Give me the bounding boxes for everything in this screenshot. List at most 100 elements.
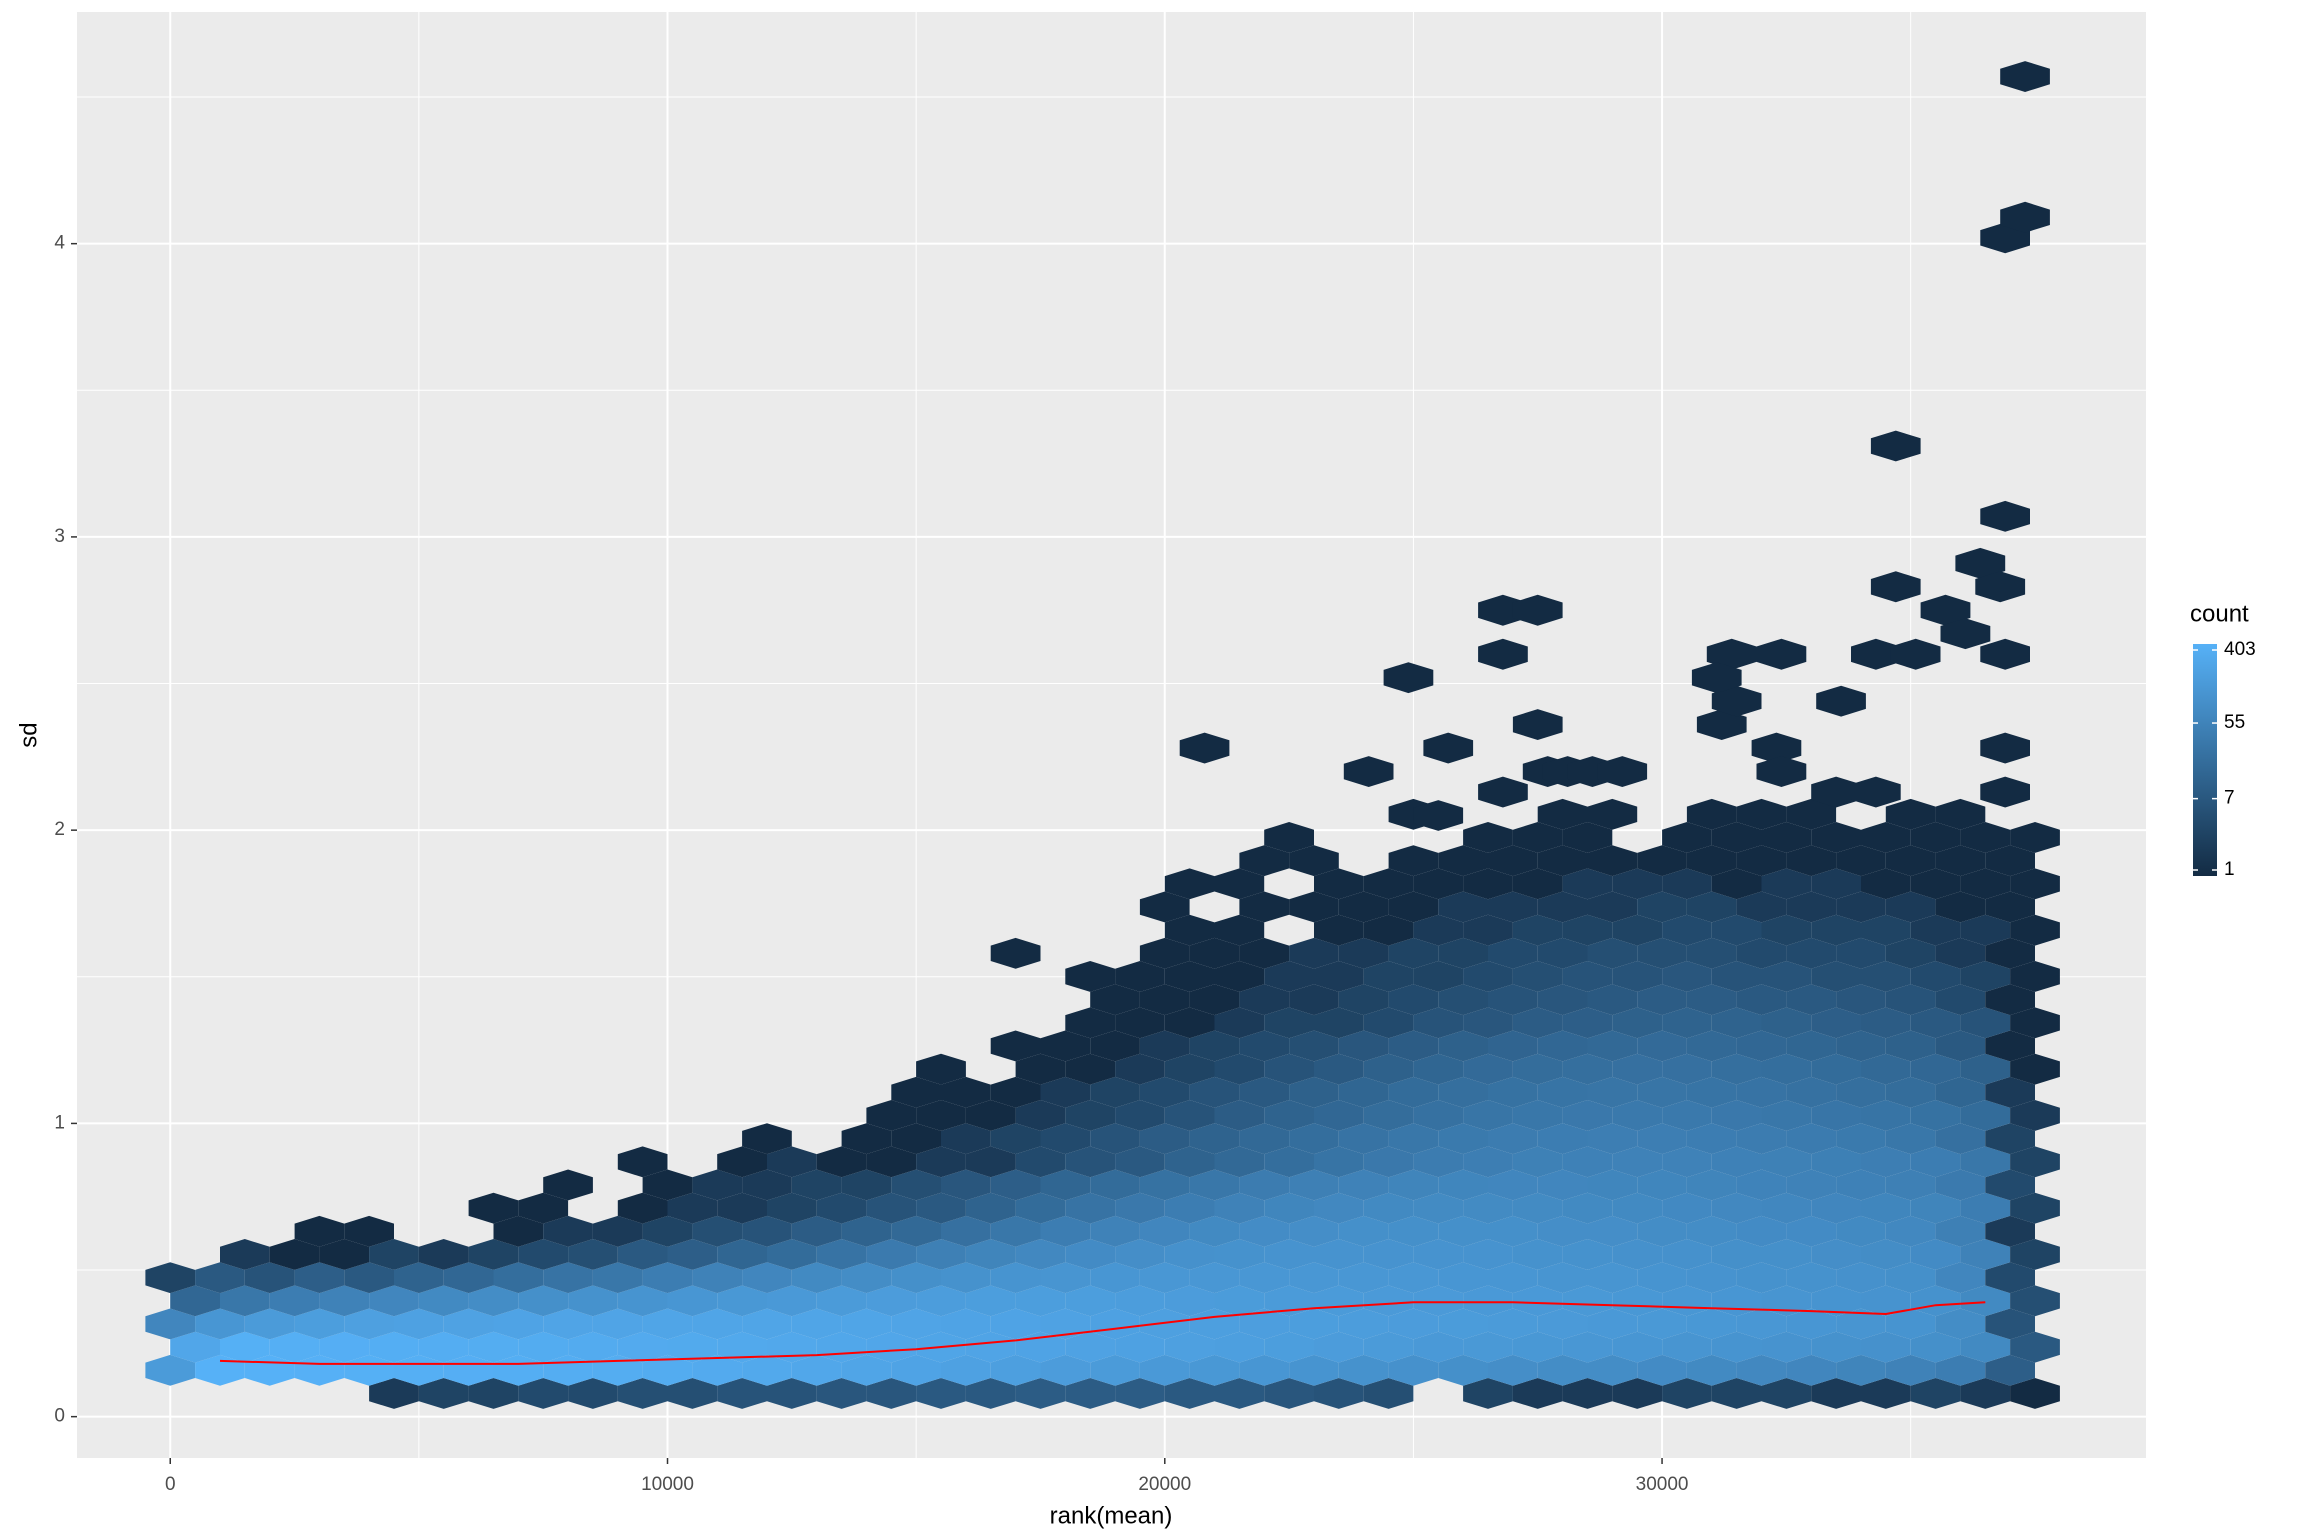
hex-bin [1512,914,1563,946]
hex-bin [1488,937,1538,969]
hex-bin [1413,1007,1464,1039]
hex-bin [1338,1308,1389,1340]
hex-bin [1960,1146,2011,1178]
hex-bin [1488,1354,1538,1386]
hex-bin [493,1308,544,1340]
hex-bin [1736,1030,1787,1062]
hex-bin [1960,868,2011,900]
hex-bin [1861,1331,1911,1363]
hex-bin [1338,937,1389,969]
hex-bin [941,1123,991,1155]
hex-bin [916,1239,966,1270]
hex-bin [1189,1030,1240,1062]
hex-bin [443,1308,494,1340]
hex-bin [1388,984,1439,1016]
hex-bin [1264,1053,1314,1085]
hex-bin [1463,1239,1513,1270]
hex-bin [244,1308,295,1340]
hex-bin [1239,1076,1290,1108]
hex-bin [1935,1076,1986,1108]
hex-bin [1115,1053,1165,1085]
hex-bin [1488,1308,1538,1340]
hex-bin [1065,961,1116,992]
hex-bin [1562,1331,1613,1363]
hex-bin [1512,1378,1563,1409]
hex-bin [1736,984,1787,1016]
hex-bin [1612,1053,1663,1085]
hex-bin [1885,891,1936,923]
hex-bin [195,1308,245,1340]
hex-bin [1612,1331,1663,1363]
hex-bin [1711,1192,1762,1224]
hex-bin [1189,1123,1240,1155]
hex-bin [617,1192,668,1224]
hex-bin [2010,822,2060,853]
hex-bin [1438,1308,1488,1340]
hex-bin [1736,1123,1787,1155]
hex-bin [1686,1169,1737,1201]
hex-bin [1478,638,1528,670]
hex-bin [1413,800,1464,831]
hex-bin [369,1285,419,1317]
hex-bin [1711,1239,1762,1270]
hex-bin [244,1262,295,1294]
hex-bin [1090,1262,1140,1294]
hex-bin [1885,1354,1936,1386]
hex-bin [518,1239,569,1270]
legend-tick-label: 403 [2224,639,2256,660]
hex-bin [369,1378,419,1409]
hex-bin [642,1169,693,1201]
hex-bin [1562,1146,1613,1178]
hex-bin [1711,685,1762,717]
hex-bin [1139,1123,1190,1155]
hex-bin [1786,1215,1837,1247]
hex-bin [220,1239,270,1270]
hex-bin [1562,1053,1613,1085]
hex-bin [667,1239,718,1270]
hex-bin [1214,1100,1265,1131]
hex-bin [1985,1262,2035,1294]
hex-bin [1786,937,1837,969]
hex-bin [2000,201,2050,233]
hex-bin [568,1285,618,1317]
hex-bin [1637,937,1687,969]
hex-bin [891,1123,941,1155]
hex-bin [394,1308,444,1340]
hex-bin [1587,798,1638,830]
hex-bin [1363,961,1414,992]
hex-bin [1935,1123,1986,1155]
hex-bin [990,1308,1041,1340]
hex-bin [1985,1169,2035,1201]
hex-bin [418,1239,469,1270]
hex-bin [1179,732,1230,764]
hex-bin [1065,1053,1116,1085]
hex-bin [1338,1076,1389,1108]
hex-bin [692,1215,743,1247]
y-tick-label: 3 [54,526,65,547]
hex-bin [1786,1123,1837,1155]
hex-bin [1885,1030,1936,1062]
hex-bin [1512,961,1563,992]
hex-bin [1786,845,1837,877]
hex-bin [1587,937,1638,969]
hex-bin [791,1354,842,1386]
hex-bin [1662,1378,1712,1409]
hex-bin [543,1215,593,1247]
hex-bin [1214,1285,1265,1317]
hex-bin [1637,1215,1687,1247]
hex-bin [344,1308,394,1340]
x-tick-label: 20000 [1138,1474,1191,1495]
hex-bin [592,1215,643,1247]
hex-bin [1736,1215,1787,1247]
hex-bin [1289,1215,1339,1247]
hex-bin [1861,1007,1911,1039]
hex-bin [1940,618,1991,650]
hex-bin [1040,1169,1091,1201]
hex-bin [195,1354,245,1386]
hex-bin [841,1262,892,1294]
hex-bin [1239,1262,1290,1294]
hex-bin [1289,845,1339,877]
hex-bin [1885,1215,1936,1247]
hex-bin [1960,961,2011,992]
hex-bin [1413,914,1464,946]
